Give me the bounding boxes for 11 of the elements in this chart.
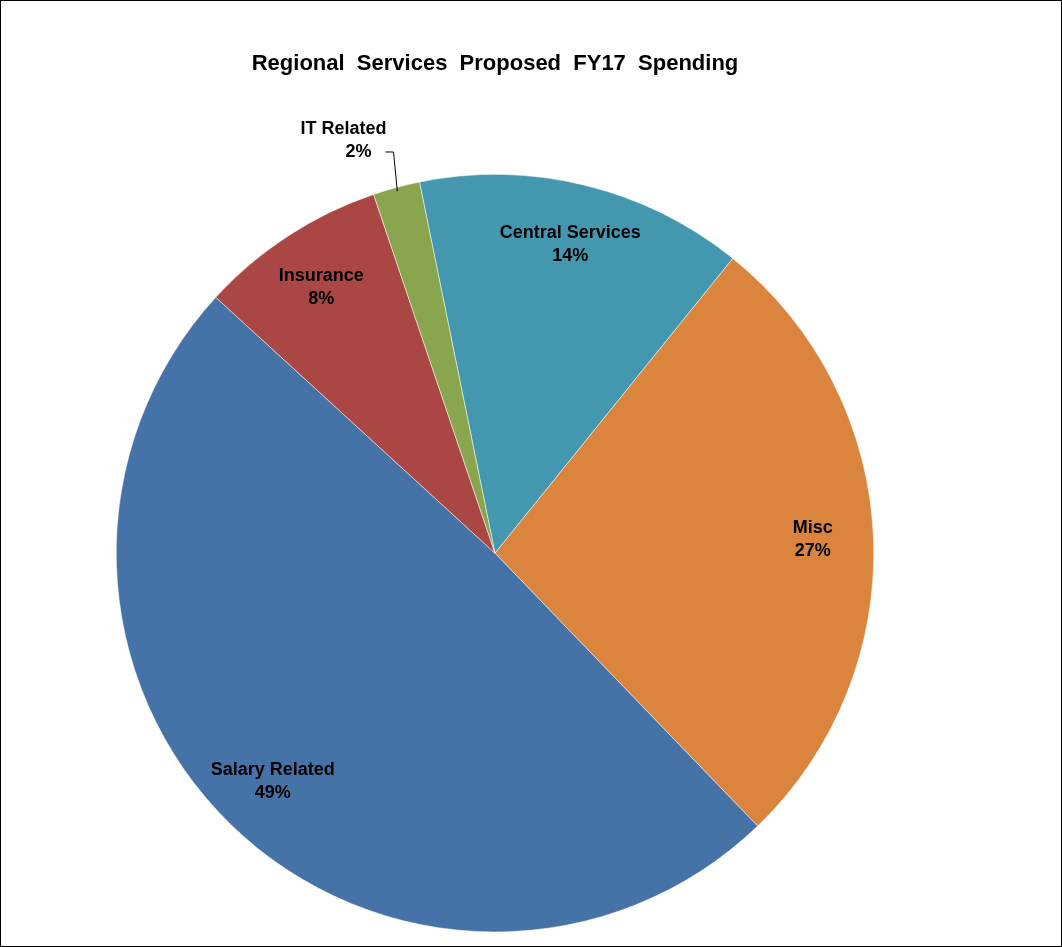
slice-label: Central Services (499, 222, 641, 243)
slice-label: IT Related (300, 117, 387, 138)
slice-label: Misc (792, 517, 833, 538)
slice-label: Salary Related (210, 758, 335, 779)
data-label: 2% (345, 140, 372, 161)
chart-title: Regional Services Proposed FY17 Spending (251, 50, 739, 76)
slice-label: Insurance (278, 264, 364, 285)
data-label: 14% (552, 245, 589, 266)
data-label: 49% (254, 781, 291, 802)
data-label: 8% (308, 287, 335, 308)
data-label: 27% (794, 540, 831, 561)
